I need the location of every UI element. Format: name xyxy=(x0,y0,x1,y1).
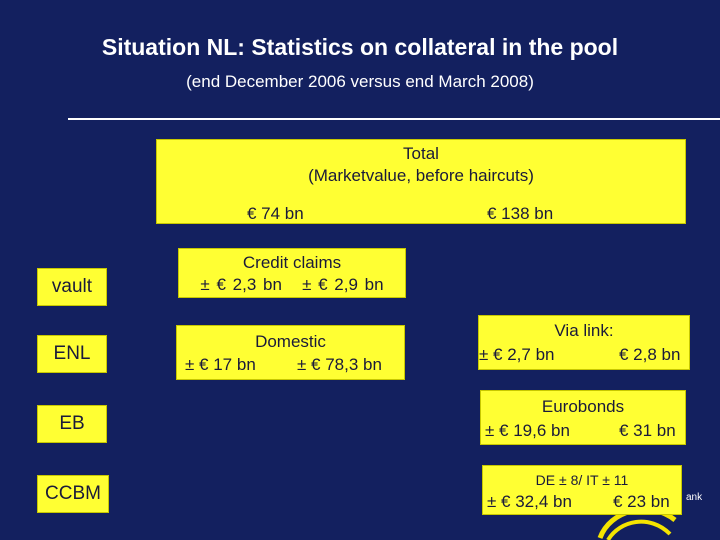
category-ccbm: CCBM xyxy=(37,475,109,513)
eurobonds-box: Eurobonds ± € 19,6 bn € 31 bn xyxy=(480,390,686,445)
domestic-label: Domestic xyxy=(255,332,326,351)
ccbm-breakdown-label: DE ± 8/ IT ± 11 xyxy=(535,472,629,488)
via-link-label: Via link: xyxy=(554,321,614,340)
slide-title: Situation NL: Statistics on collateral i… xyxy=(101,34,619,60)
eurobonds-value-2008: € 31 bn xyxy=(619,421,676,440)
total-box: Total (Marketvalue, before haircuts) € 7… xyxy=(156,139,686,224)
category-eb: EB xyxy=(37,405,107,443)
eurobonds-value-2006: ± € 19,6 bn xyxy=(485,421,570,440)
domestic-box: Domestic ± € 17 bn ± € 78,3 bn xyxy=(176,325,405,380)
ccbm-value-2008: € 23 bn xyxy=(613,492,670,511)
category-enl: ENL xyxy=(37,335,107,373)
total-value-2006: € 74 bn xyxy=(247,204,304,223)
slide-subtitle: (end December 2006 versus end March 2008… xyxy=(186,72,534,91)
logo-text: ank xyxy=(686,492,703,503)
via-link-box: Via link: ± € 2,7 bn € 2,8 bn xyxy=(478,315,690,370)
credit-claims-values: ± € 2,3 bn ± € 2,9 bn xyxy=(200,275,384,294)
divider-line xyxy=(68,118,720,120)
via-link-value-2008: € 2,8 bn xyxy=(619,345,681,364)
credit-claims-box: Credit claims ± € 2,3 bn ± € 2,9 bn xyxy=(178,248,406,298)
ccbm-box: DE ± 8/ IT ± 11 ± € 32,4 bn € 23 bn xyxy=(482,465,682,515)
credit-claims-label: Credit claims xyxy=(242,253,342,272)
ccbm-value-2006: ± € 32,4 bn xyxy=(487,492,572,511)
domestic-value-2008: ± € 78,3 bn xyxy=(297,355,382,374)
total-label-line1: Total xyxy=(403,144,439,163)
via-link-value-2006: ± € 2,7 bn xyxy=(479,345,555,364)
total-value-2008: € 138 bn xyxy=(487,204,554,223)
domestic-value-2006: ± € 17 bn xyxy=(185,355,256,374)
eurobonds-label: Eurobonds xyxy=(541,397,625,416)
total-label-line2: (Marketvalue, before haircuts) xyxy=(308,166,534,185)
category-vault: vault xyxy=(37,268,107,306)
